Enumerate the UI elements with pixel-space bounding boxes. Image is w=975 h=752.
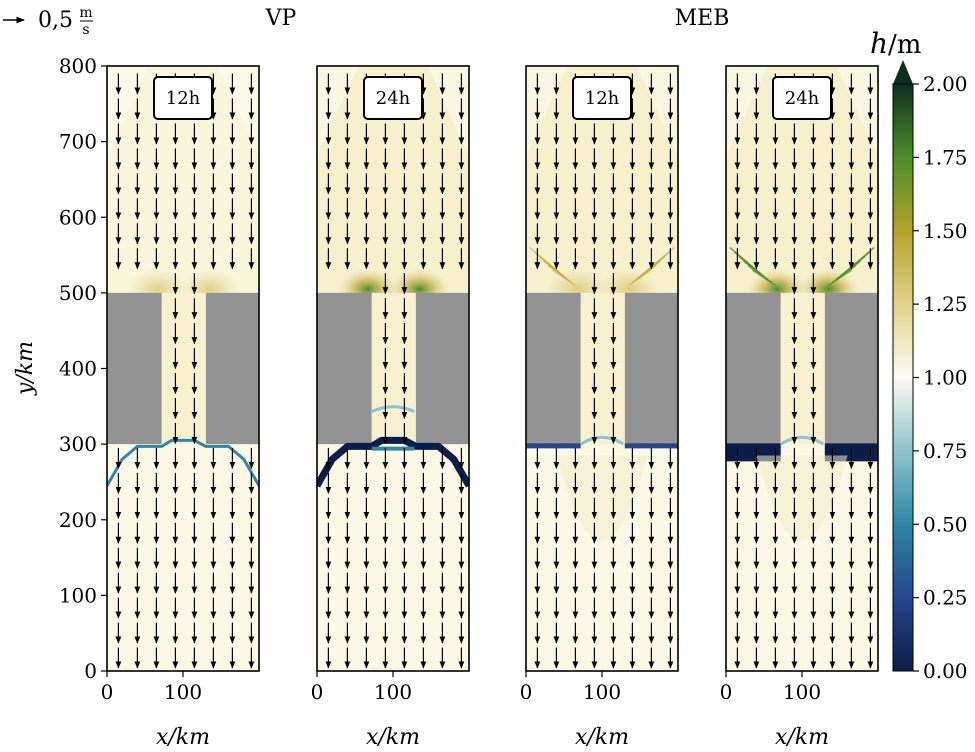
obstacle-left	[526, 292, 581, 445]
y-tick-label: 800	[59, 54, 97, 78]
field-lower-region	[107, 444, 259, 671]
colorbar-tick-label: 1.25	[923, 292, 968, 316]
shear-streak	[547, 265, 573, 283]
colorbar: h /m 0.00 0.25 0.50 0.75 1.00 1.25 1.50 1.75 2.0…	[870, 27, 968, 683]
lower-wedge	[556, 455, 648, 541]
x-tick-label: 0	[720, 680, 733, 704]
colorbar-label-unit: /m	[888, 30, 921, 60]
time-badge-label: 24h	[376, 88, 411, 109]
panel-2: 24h 0 100 x/km	[311, 65, 470, 750]
colorbar-tick-label: 0.00	[923, 659, 968, 683]
shear-streak	[752, 269, 776, 286]
y-tick-label: 700	[59, 130, 97, 154]
y-tick-label: 300	[59, 432, 97, 456]
shear-streak	[643, 251, 671, 274]
reference-arrow-key: 0,5 m s	[3, 5, 93, 38]
ice-front-right	[624, 443, 678, 449]
obstacle-left	[317, 292, 372, 445]
y-tick-label: 600	[59, 205, 97, 229]
shear-streak	[538, 255, 565, 277]
colorbar-tick-label: 0.50	[923, 512, 968, 536]
ice-front	[107, 438, 259, 487]
x-axis-label: x/km	[575, 725, 629, 750]
time-badge-label: 24h	[785, 88, 820, 109]
panel-1: 12h 0 100 x/km 0 100 200 300 400 500 600 700 800	[59, 54, 260, 750]
x-axis-label: x/km	[775, 725, 829, 750]
channel-front	[579, 435, 625, 446]
x-tick-label: 0	[311, 680, 324, 704]
time-badge-label: 12h	[585, 88, 620, 109]
colorbar-tick-label: 0.25	[923, 586, 968, 610]
colorbar-extension-arrow	[893, 60, 913, 84]
x-axis-label: x/km	[366, 725, 420, 750]
y-tick-label: 500	[59, 281, 97, 305]
time-badge	[572, 76, 632, 120]
ice-front	[317, 436, 469, 488]
y-axis-label: y/km	[13, 341, 38, 396]
obstacle-right	[415, 292, 469, 445]
colorbar-label-symbol: h	[870, 27, 888, 60]
panel-4: 24h 0 100 x/km	[720, 65, 879, 750]
x-tick-label: 100	[164, 680, 202, 704]
shear-streak	[529, 246, 557, 271]
reference-arrow-unit-numerator: m	[79, 5, 92, 21]
y-tick-label: 0	[84, 659, 97, 683]
x-tick-label: 0	[101, 680, 114, 704]
colorbar-tick-label: 1.00	[923, 366, 968, 390]
colorbar-tick-label: 0.75	[923, 439, 968, 463]
x-axis-label: x/km	[156, 725, 210, 750]
shear-streak	[828, 269, 852, 286]
y-tick-label: 400	[59, 357, 97, 381]
time-badge	[363, 76, 423, 120]
shear-streak	[628, 269, 652, 286]
field-lower-region	[317, 444, 469, 671]
group-title-meb: MEB	[675, 6, 730, 31]
x-tick-label: 100	[583, 680, 621, 704]
shear-streak	[635, 260, 661, 280]
x-tick-label: 100	[374, 680, 412, 704]
obstacle-right	[624, 292, 678, 445]
lower-wedge	[756, 455, 848, 541]
time-badge-label: 12h	[166, 88, 201, 109]
colorbar-tick-label: 1.75	[923, 145, 968, 169]
colorbar-tick-label: 1.50	[923, 219, 968, 243]
reference-arrow-unit-denominator: s	[82, 22, 89, 38]
channel	[580, 292, 625, 445]
shear-streak	[543, 260, 569, 280]
reference-arrow-value: 0,5	[38, 8, 73, 33]
obstacle-right	[205, 292, 259, 445]
channel	[371, 292, 416, 445]
channel	[161, 292, 206, 445]
x-tick-label: 100	[783, 680, 821, 704]
obstacle-left	[726, 292, 781, 445]
y-tick-label: 200	[59, 508, 97, 532]
group-title-vp: VP	[265, 6, 297, 31]
ice-front-left	[526, 443, 581, 449]
obstacle-left	[107, 292, 162, 445]
shear-streak	[552, 269, 576, 286]
channel-front	[371, 405, 415, 413]
channel-front	[779, 435, 825, 446]
x-tick-label: 0	[520, 680, 533, 704]
colorbar-gradient	[892, 83, 914, 672]
channel	[780, 292, 825, 445]
colorbar-tick-label: 2.00	[923, 72, 968, 96]
time-badge	[153, 76, 213, 120]
panels: 12h 0 100 x/km 0 100 200 300 400 500 600 700 800 24h 0…	[59, 54, 879, 750]
shear-streak	[533, 251, 561, 274]
time-badge	[772, 76, 832, 120]
panel-3: 12h 0 100 x/km	[520, 65, 679, 750]
y-tick-label: 100	[59, 583, 97, 607]
obstacle-right	[824, 292, 878, 445]
